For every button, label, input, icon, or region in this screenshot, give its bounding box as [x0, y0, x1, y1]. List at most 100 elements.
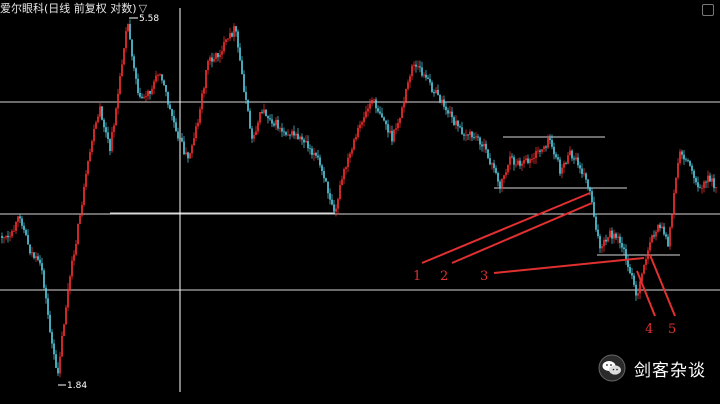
candle: [417, 60, 419, 70]
candle: [279, 126, 281, 133]
candle: [459, 124, 461, 129]
candle: [239, 42, 241, 62]
candle: [189, 152, 191, 159]
candle: [415, 60, 417, 73]
dropdown-arrow-icon[interactable]: ▽: [138, 2, 148, 15]
candle: [295, 131, 297, 140]
candle: [391, 125, 393, 145]
candle: [661, 222, 663, 229]
candle: [369, 98, 371, 114]
candle: [307, 135, 309, 152]
candle: [413, 61, 415, 71]
candle: [127, 23, 129, 33]
candle: [703, 180, 705, 193]
candle: [207, 59, 209, 75]
candle: [573, 155, 575, 164]
annotations: 1 2 3 4 5: [413, 192, 676, 337]
candle: [583, 167, 585, 177]
candle: [517, 157, 519, 166]
candle: [637, 287, 639, 300]
candle: [359, 120, 361, 132]
candle: [393, 129, 395, 144]
candle: [203, 86, 205, 98]
candle: [95, 120, 97, 130]
candle: [515, 159, 517, 168]
candle: [655, 229, 657, 241]
candle: [591, 187, 593, 205]
candle: [329, 188, 331, 205]
maximize-icon[interactable]: [702, 4, 714, 16]
candle: [137, 73, 139, 96]
candle: [437, 84, 439, 96]
candle: [65, 304, 67, 325]
candle: [281, 123, 283, 138]
candle: [363, 111, 365, 127]
candle: [523, 156, 525, 168]
candle: [687, 158, 689, 163]
candle: [599, 233, 601, 253]
candle: [227, 38, 229, 42]
candle: [157, 73, 159, 82]
candle: [505, 168, 507, 179]
candle: [527, 154, 529, 165]
candle: [21, 215, 23, 229]
candle: [47, 293, 49, 319]
candle: [259, 111, 261, 126]
candle: [621, 237, 623, 253]
candle: [333, 199, 335, 214]
candle: [89, 148, 91, 163]
candle: [595, 213, 597, 232]
candle: [35, 251, 37, 262]
candle: [155, 70, 157, 84]
candle: [211, 52, 213, 68]
candle: [113, 123, 115, 138]
candle: [261, 109, 263, 115]
candle: [355, 133, 357, 142]
candle: [85, 170, 87, 191]
candle: [93, 124, 95, 145]
annotation-line-5: [649, 254, 676, 317]
candle: [489, 153, 491, 166]
stock-title: 爱尔眼科(日线 前复权 对数): [0, 2, 137, 15]
candle: [389, 125, 391, 134]
candle: [103, 117, 105, 133]
candle: [57, 362, 59, 377]
wechat-icon: [598, 354, 626, 382]
candle: [613, 229, 615, 244]
candle: [561, 163, 563, 179]
candle: [303, 137, 305, 149]
candle: [97, 114, 99, 124]
candle: [49, 310, 51, 334]
candle: [685, 157, 687, 162]
candle: [141, 93, 143, 99]
candle: [625, 244, 627, 265]
max-price-label: 5.58: [139, 14, 159, 24]
candle: [325, 177, 327, 182]
candle: [611, 227, 613, 244]
candle: [403, 96, 405, 113]
candle: [199, 106, 201, 126]
candle: [5, 235, 7, 240]
candle: [507, 164, 509, 175]
candle: [557, 154, 559, 162]
candle: [353, 137, 355, 151]
candle: [563, 160, 565, 173]
candle: [235, 25, 237, 37]
candle: [311, 145, 313, 159]
candle: [87, 160, 89, 177]
candle: [319, 154, 321, 168]
candle: [443, 95, 445, 110]
candle: [55, 349, 57, 368]
candle: [229, 27, 231, 41]
candle: [153, 79, 155, 95]
candle: [697, 176, 699, 192]
candle: [513, 154, 515, 171]
candle: [533, 152, 535, 164]
annotation-line-4: [636, 270, 656, 317]
candle: [249, 108, 251, 129]
candle: [33, 252, 35, 260]
candle: [149, 90, 151, 100]
candle: [257, 120, 259, 135]
